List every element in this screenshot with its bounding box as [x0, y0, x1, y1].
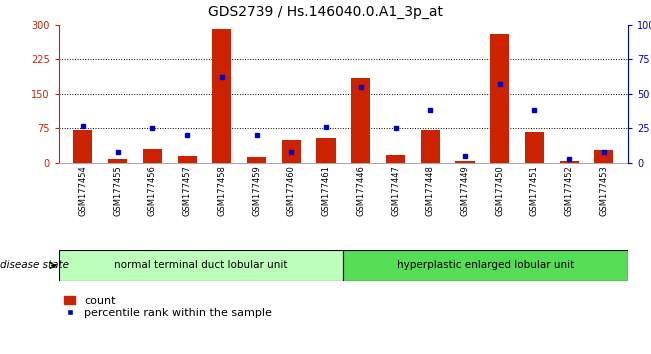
- Bar: [456, 161, 475, 163]
- Legend: count, percentile rank within the sample: count, percentile rank within the sample: [64, 296, 272, 318]
- Text: disease state: disease state: [0, 261, 69, 270]
- Text: normal terminal duct lobular unit: normal terminal duct lobular unit: [114, 261, 288, 270]
- Bar: [247, 157, 266, 163]
- Bar: [316, 137, 335, 163]
- Text: GDS2739 / Hs.146040.0.A1_3p_at: GDS2739 / Hs.146040.0.A1_3p_at: [208, 5, 443, 19]
- Text: hyperplastic enlarged lobular unit: hyperplastic enlarged lobular unit: [397, 261, 574, 270]
- Bar: [525, 132, 544, 163]
- Bar: [594, 150, 613, 163]
- Bar: [421, 130, 440, 163]
- Bar: [74, 130, 92, 163]
- Bar: [386, 155, 405, 163]
- Bar: [212, 29, 231, 163]
- Bar: [352, 78, 370, 163]
- Bar: [560, 161, 579, 163]
- Bar: [490, 34, 509, 163]
- Bar: [178, 156, 197, 163]
- Bar: [143, 149, 162, 163]
- FancyBboxPatch shape: [59, 250, 344, 281]
- Bar: [282, 140, 301, 163]
- FancyBboxPatch shape: [344, 250, 628, 281]
- Bar: [108, 159, 127, 163]
